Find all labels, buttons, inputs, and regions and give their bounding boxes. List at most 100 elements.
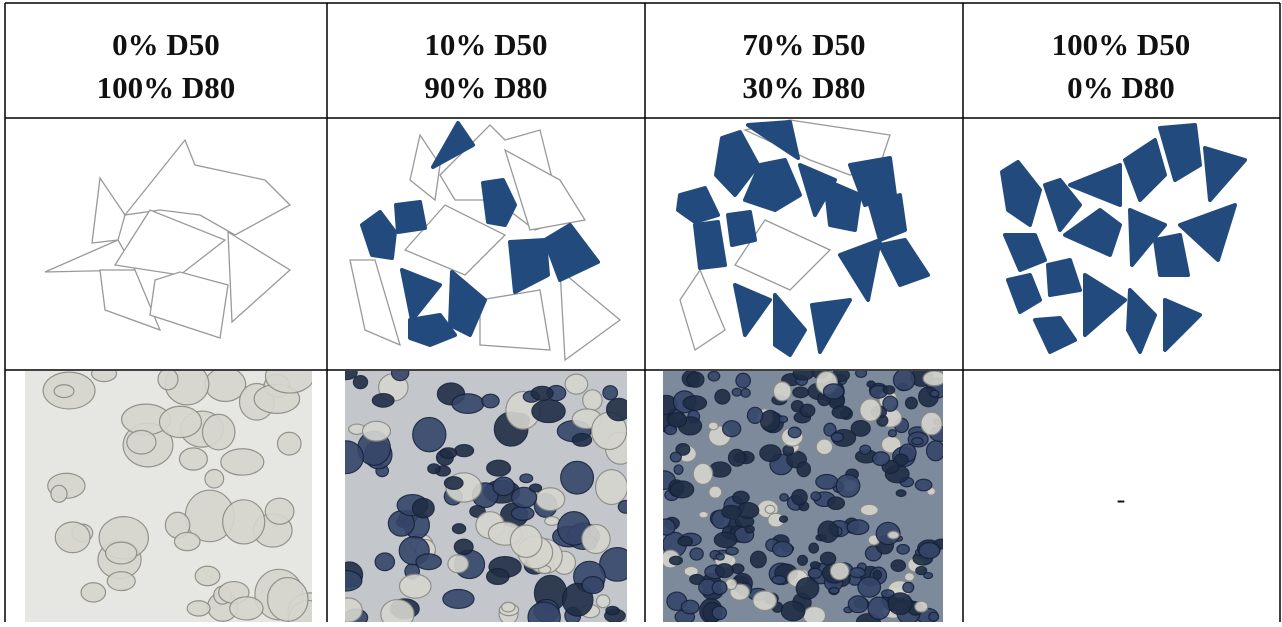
grain xyxy=(740,387,751,398)
header-line: 0% D80 xyxy=(1067,70,1175,105)
grain xyxy=(486,459,512,477)
grain xyxy=(157,371,179,391)
grain xyxy=(764,504,776,515)
grain xyxy=(707,421,719,431)
grain xyxy=(892,371,916,392)
grain xyxy=(829,561,850,581)
grain xyxy=(677,535,694,547)
grain xyxy=(904,396,918,410)
grain xyxy=(398,573,432,599)
grain xyxy=(727,448,746,467)
grain xyxy=(345,597,363,622)
grain xyxy=(791,488,808,506)
grain xyxy=(749,550,767,569)
header-row: 0% D50 100% D80 10% D50 90% D80 70% D50 … xyxy=(97,27,1191,105)
grain xyxy=(828,587,840,595)
header-line: 90% D80 xyxy=(424,70,547,105)
particle-drawing xyxy=(44,138,292,339)
grain xyxy=(530,385,554,401)
grain xyxy=(80,582,107,603)
grain xyxy=(104,541,138,565)
header-line: 70% D50 xyxy=(742,27,865,62)
grain xyxy=(887,429,898,438)
grain xyxy=(264,497,295,525)
grain xyxy=(510,505,535,521)
grain xyxy=(771,540,794,558)
grain xyxy=(857,576,882,598)
grain xyxy=(411,497,435,519)
grain xyxy=(264,371,312,394)
grain xyxy=(345,569,363,592)
header-line: 30% D80 xyxy=(742,70,865,105)
grain xyxy=(772,381,792,402)
grain xyxy=(276,431,302,456)
grain xyxy=(439,447,458,459)
grain xyxy=(602,385,619,401)
grain xyxy=(752,590,778,612)
grain xyxy=(918,542,941,560)
grain xyxy=(186,600,211,617)
grain xyxy=(808,542,820,554)
grain xyxy=(859,398,882,422)
grain xyxy=(605,605,620,616)
micrograph xyxy=(25,371,312,622)
particle-drawing xyxy=(349,121,622,362)
grain xyxy=(759,409,781,432)
grain xyxy=(453,538,474,556)
grain xyxy=(711,580,728,596)
grain xyxy=(708,485,723,499)
grain xyxy=(201,413,236,451)
grain xyxy=(882,395,899,412)
grain xyxy=(848,567,866,579)
grain xyxy=(527,601,561,622)
grain xyxy=(855,371,868,378)
grain xyxy=(929,389,940,398)
grain xyxy=(914,600,929,613)
grain xyxy=(872,569,883,580)
grain xyxy=(715,553,725,561)
grain xyxy=(617,499,627,514)
grain xyxy=(535,487,566,512)
grain xyxy=(361,420,392,442)
grain xyxy=(222,499,266,545)
grain xyxy=(815,438,834,456)
grain xyxy=(744,524,755,534)
grain xyxy=(220,448,265,476)
grain xyxy=(544,515,560,527)
grain xyxy=(668,555,684,566)
grain xyxy=(106,571,136,592)
grain xyxy=(390,371,410,382)
grain xyxy=(721,504,742,519)
particle-drawing xyxy=(1000,123,1247,354)
micrograph xyxy=(663,371,943,622)
grain xyxy=(454,444,475,458)
grain xyxy=(922,371,943,387)
grain xyxy=(158,405,203,439)
grain xyxy=(859,444,872,455)
grain xyxy=(594,469,627,506)
grain xyxy=(830,432,845,443)
grain xyxy=(427,463,441,475)
grain xyxy=(823,422,837,437)
grain xyxy=(352,375,369,390)
grain xyxy=(779,493,789,502)
grain xyxy=(485,568,510,586)
grain xyxy=(528,483,543,493)
grain xyxy=(903,572,916,582)
grain xyxy=(882,385,896,395)
grain xyxy=(923,571,934,580)
grain xyxy=(194,565,221,587)
grain xyxy=(412,416,447,453)
grain xyxy=(799,403,816,418)
grain xyxy=(173,531,201,552)
particle-drawing xyxy=(676,119,930,357)
grain xyxy=(266,576,309,622)
header-line: 100% D50 xyxy=(1052,27,1191,62)
grain xyxy=(746,406,764,425)
grain xyxy=(481,393,500,409)
grain xyxy=(666,412,688,428)
grain xyxy=(447,554,470,574)
grain xyxy=(714,388,731,405)
grain xyxy=(780,600,806,622)
